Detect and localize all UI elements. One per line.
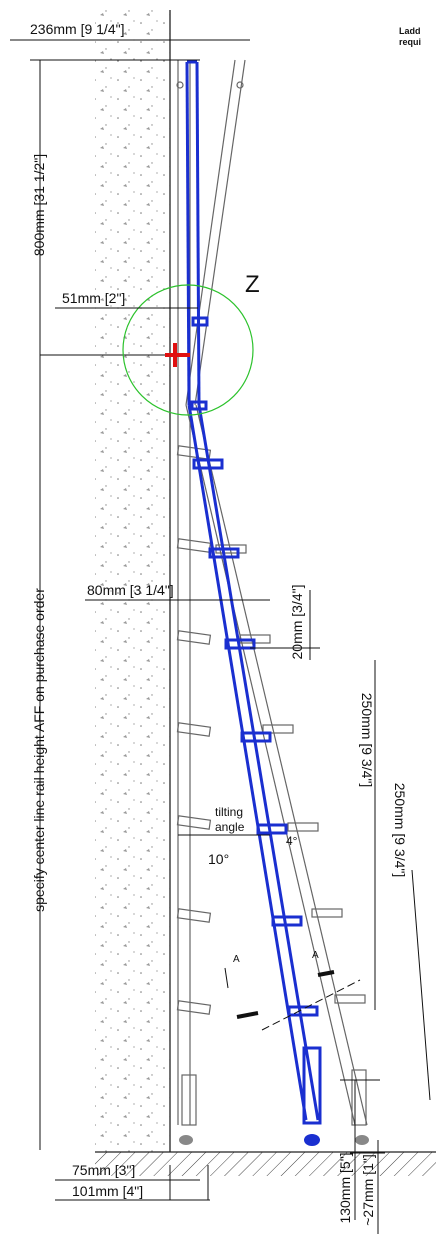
- dim-label: 236mm [9 1/4"]: [30, 21, 124, 37]
- dim-label: 20mm [3/4"]: [289, 585, 305, 660]
- floor: [95, 1151, 436, 1176]
- label: A: [312, 950, 319, 961]
- dim-label: 80mm [3 1/4"]: [87, 582, 174, 598]
- dimension-lines: [10, 39, 431, 1234]
- dim-label: 250mm [9 3/4"]: [359, 693, 375, 787]
- dim-label: 250mm [9 3/4"]: [392, 783, 408, 877]
- section-mark: [236, 1011, 259, 1019]
- dim-label: 130mm [5"]: [337, 1152, 353, 1223]
- detail-label: Z: [245, 271, 260, 298]
- note: specify center line rail height AFF on p…: [31, 588, 47, 912]
- dim-label: 75mm [3"]: [72, 1162, 135, 1178]
- dim-label: 51mm [2"]: [62, 290, 125, 306]
- detail-circle: [122, 284, 254, 416]
- dim-label: 101mm [4"]: [72, 1183, 143, 1199]
- note: requi: [399, 37, 421, 47]
- fixed-ladder: [176, 59, 369, 1145]
- section-mark: [317, 970, 335, 977]
- label: 10°: [208, 851, 229, 867]
- label: angle: [215, 820, 245, 834]
- note: Ladd: [399, 26, 421, 36]
- wall: [95, 10, 171, 1152]
- tilted-ladder: [40, 60, 322, 1146]
- label: tilting: [215, 805, 243, 819]
- dim-label: ~27mm [1"]: [360, 1154, 376, 1226]
- label: A: [233, 954, 240, 965]
- dim-label: 800mm [31 1/2"]: [31, 154, 47, 256]
- label: 4°: [286, 834, 298, 848]
